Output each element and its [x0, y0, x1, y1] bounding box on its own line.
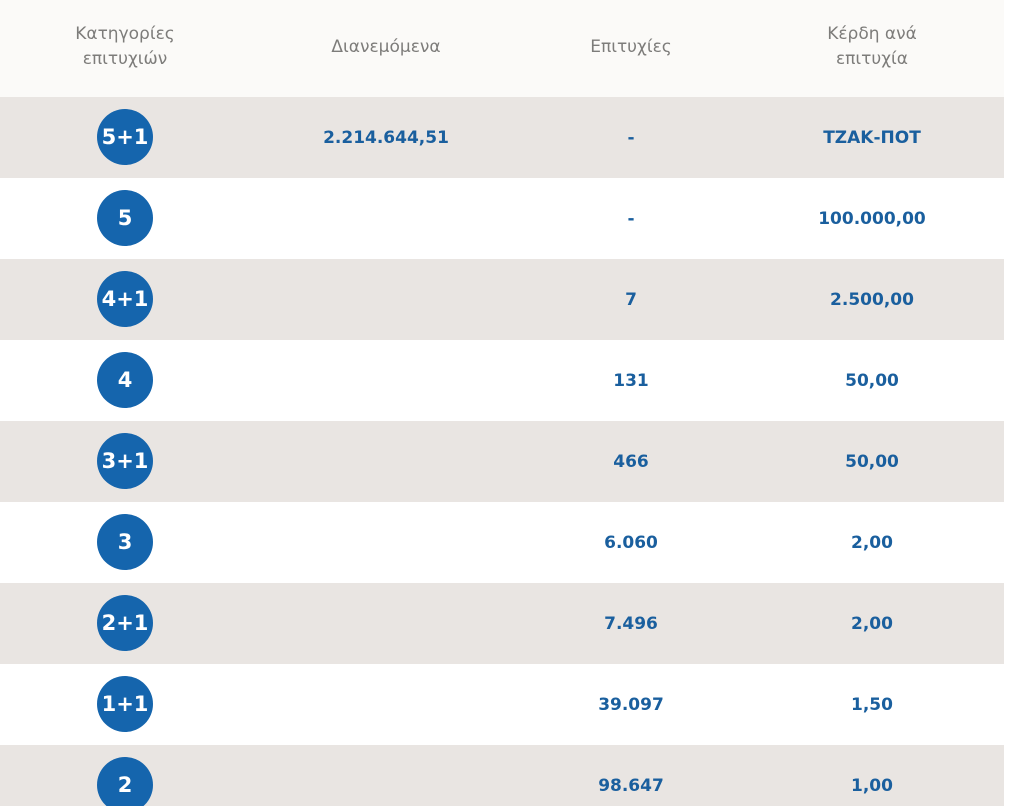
distributed-value	[286, 745, 486, 806]
table-row: 4 131 50,00	[0, 340, 1004, 421]
prize-value: 50,00	[845, 451, 899, 472]
category-badge: 5+1	[97, 109, 153, 165]
category-badge: 1+1	[97, 676, 153, 732]
prize-value: 2,00	[851, 532, 893, 553]
prize-value: 100.000,00	[818, 208, 926, 229]
category-badge: 3	[97, 514, 153, 570]
category-badge: 2+1	[97, 595, 153, 651]
winners-value: 39.097	[598, 694, 664, 715]
winners-value: 131	[613, 370, 649, 391]
winners-value: 7.496	[604, 613, 658, 634]
header-categories: Κατηγορίες επιτυχιών	[75, 24, 175, 69]
distributed-value	[286, 421, 486, 502]
table-body: 5+1 2.214.644,51 - ΤΖΑΚ-ΠΟΤ 5 - 100.000,…	[0, 97, 1004, 806]
prize-value: 2,00	[851, 613, 893, 634]
table-row: 5+1 2.214.644,51 - ΤΖΑΚ-ΠΟΤ	[0, 97, 1004, 178]
table-row: 2+1 7.496 2,00	[0, 583, 1004, 664]
distributed-value: 2.214.644,51	[323, 127, 449, 148]
table-header: Κατηγορίες επιτυχιών Διανεμόμενα Επιτυχί…	[0, 0, 1004, 97]
table-row: 2 98.647 1,00	[0, 745, 1004, 806]
category-badge: 4+1	[97, 271, 153, 327]
header-distributed: Διανεμόμενα	[331, 36, 441, 57]
distributed-value	[286, 178, 486, 259]
prize-value: 2.500,00	[830, 289, 914, 310]
category-badge: 5	[97, 190, 153, 246]
winners-value: -	[627, 127, 635, 148]
winners-value: 7	[625, 289, 637, 310]
distributed-value	[286, 259, 486, 340]
winners-value: -	[627, 208, 635, 229]
table-row: 3+1 466 50,00	[0, 421, 1004, 502]
category-badge: 3+1	[97, 433, 153, 489]
header-winners: Επιτυχίες	[590, 36, 672, 57]
distributed-value	[286, 340, 486, 421]
prize-value: 50,00	[845, 370, 899, 391]
table-row: 1+1 39.097 1,50	[0, 664, 1004, 745]
winners-value: 466	[613, 451, 649, 472]
prize-value: 1,50	[851, 694, 893, 715]
header-prize-per-winner: Κέρδη ανά επιτυχία	[827, 24, 917, 69]
table-row: 4+1 7 2.500,00	[0, 259, 1004, 340]
distributed-value	[286, 583, 486, 664]
distributed-value	[286, 502, 486, 583]
prize-value: 1,00	[851, 775, 893, 796]
category-badge: 4	[97, 352, 153, 408]
winners-value: 98.647	[598, 775, 664, 796]
table-row: 5 - 100.000,00	[0, 178, 1004, 259]
winners-value: 6.060	[604, 532, 658, 553]
distributed-value	[286, 664, 486, 745]
category-badge: 2	[97, 757, 153, 806]
prize-value: ΤΖΑΚ-ΠΟΤ	[823, 127, 921, 148]
table-row: 3 6.060 2,00	[0, 502, 1004, 583]
